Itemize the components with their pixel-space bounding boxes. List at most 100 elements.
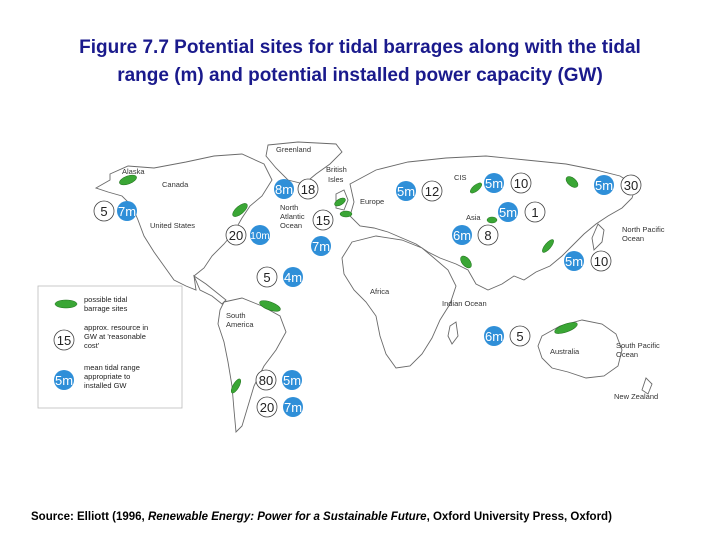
badge-arg2-m — [283, 397, 303, 417]
site-marker-australia — [554, 322, 578, 334]
value-eu-gw: 12 — [425, 184, 439, 199]
value-asia-gw: 1 — [531, 205, 538, 220]
badge-korea-m — [564, 251, 584, 271]
value-alaska-gw: 5 — [100, 204, 107, 219]
label-new-zealand: New Zealand — [614, 392, 658, 401]
value-okhotsk-gw: 30 — [624, 178, 638, 193]
badge-aus-gw — [509, 325, 531, 347]
value-india-gw: 8 — [484, 228, 491, 243]
australia-shape — [537, 319, 623, 379]
site-marker-korea — [542, 239, 554, 253]
value-arg-m: 5m — [283, 373, 301, 388]
site-marker-france — [339, 210, 353, 218]
madagascar-shape — [447, 321, 459, 345]
value-arg2-gw: 20 — [260, 400, 274, 415]
value-india-m: 6m — [453, 228, 471, 243]
land-masses — [94, 141, 653, 433]
source-citation: Source: Elliott (1996, Renewable Energy:… — [31, 511, 711, 523]
site-marker-uk — [334, 197, 346, 207]
value-brazil-gw: 5 — [263, 270, 270, 285]
legend: possible tidal barrage sites 15 approx. … — [37, 285, 183, 409]
label-south-america-2: America — [226, 320, 254, 329]
legend-range-sample: 5m — [55, 373, 73, 388]
value-cis-gw: 10 — [514, 176, 528, 191]
badge-alaska-m — [117, 201, 137, 221]
legend-resource-sample: 15 — [57, 333, 71, 348]
value-cis-m: 5m — [485, 176, 503, 191]
badge-arg-gw — [255, 369, 277, 391]
new-zealand-shape — [641, 377, 653, 395]
badge-uk-m — [274, 179, 294, 199]
legend-range-2: appropriate to — [84, 372, 130, 381]
value-okhotsk-m: 5m — [595, 178, 613, 193]
label-north-atlantic-2: Atlantic — [280, 212, 305, 221]
site-marker-brazil — [259, 300, 281, 312]
value-arg2-m: 7m — [284, 400, 302, 415]
label-north-atlantic-1: North — [280, 203, 298, 212]
legend-range-1: mean tidal range — [84, 363, 140, 372]
barrage-sites — [119, 174, 579, 394]
label-alaska: Alaska — [122, 167, 145, 176]
value-na-gw: 15 — [316, 213, 330, 228]
title-line-1: Figure 7.7 Potential sites for tidal bar… — [79, 37, 641, 58]
value-korea-gw: 10 — [594, 254, 608, 269]
legend-resource-3: cost' — [84, 341, 100, 350]
label-united-states: United States — [150, 221, 195, 230]
site-marker-argentina — [230, 378, 242, 394]
value-alaska-m: 7m — [118, 204, 136, 219]
badge-fundy-m — [250, 225, 270, 245]
site-marker-alaska — [119, 174, 137, 186]
site-values: 5 7m 8m 18 5m 12 5m 10 5m 30 15 20 10m 7… — [93, 172, 642, 418]
legend-range-swatch — [54, 370, 74, 390]
label-greenland: Greenland — [276, 145, 311, 154]
japan-shape — [591, 223, 605, 251]
legend-sites-1: possible tidal — [84, 295, 128, 304]
label-north-pacific-2: Ocean — [622, 234, 644, 243]
value-aus-m: 6m — [485, 329, 503, 344]
label-south-pacific-1: South Pacific — [616, 341, 660, 350]
value-atl-m: 7m — [312, 239, 330, 254]
africa-shape — [341, 235, 457, 369]
south-america-shape — [217, 297, 287, 433]
value-fundy-gw: 20 — [229, 228, 243, 243]
label-asia: Asia — [466, 213, 481, 222]
badge-aus-m — [484, 326, 504, 346]
badge-fundy-gw — [225, 224, 247, 246]
badge-asia-gw — [524, 201, 546, 223]
label-europe: Europe — [360, 197, 384, 206]
value-uk-m: 8m — [275, 182, 293, 197]
badge-arg2-gw — [256, 396, 278, 418]
value-eu-m: 5m — [397, 184, 415, 199]
source-book-title: Renewable Energy: Power for a Sustainabl… — [147, 511, 427, 523]
badge-asia-m — [498, 202, 518, 222]
label-south-pacific-2: Ocean — [616, 350, 638, 359]
label-cis: CIS — [454, 173, 467, 182]
value-arg-gw: 80 — [259, 373, 273, 388]
site-marker-india — [460, 255, 472, 269]
badge-brazil-gw — [256, 266, 278, 288]
badge-arg-m — [282, 370, 302, 390]
greenland-shape — [265, 141, 343, 185]
value-asia-m: 5m — [499, 205, 517, 220]
badge-cis-m — [484, 173, 504, 193]
label-indian-ocean: Indian Ocean — [442, 299, 487, 308]
value-brazil-m: 4m — [284, 270, 302, 285]
label-africa: Africa — [370, 287, 390, 296]
legend-resource-2: GW at 'reasonable — [84, 332, 146, 341]
badge-okhotsk-gw — [620, 174, 642, 196]
badge-eu-gw — [421, 180, 443, 202]
label-australia: Australia — [550, 347, 580, 356]
label-south-america-1: South — [226, 311, 246, 320]
badge-eu-m — [396, 181, 416, 201]
legend-sites-2: barrage sites — [84, 304, 128, 313]
badge-okhotsk-m — [594, 175, 614, 195]
site-marker-asia — [486, 216, 498, 224]
label-british-1: British — [326, 165, 347, 174]
value-aus-gw: 5 — [516, 329, 523, 344]
badge-korea-gw — [590, 250, 612, 272]
legend-range-3: installed GW — [84, 381, 127, 390]
badge-cis-gw — [510, 172, 532, 194]
site-marker-fundy — [232, 203, 248, 217]
site-marker-cis — [470, 182, 482, 194]
figure-title: Figure 7.7 Potential sites for tidal bar… — [40, 34, 680, 90]
